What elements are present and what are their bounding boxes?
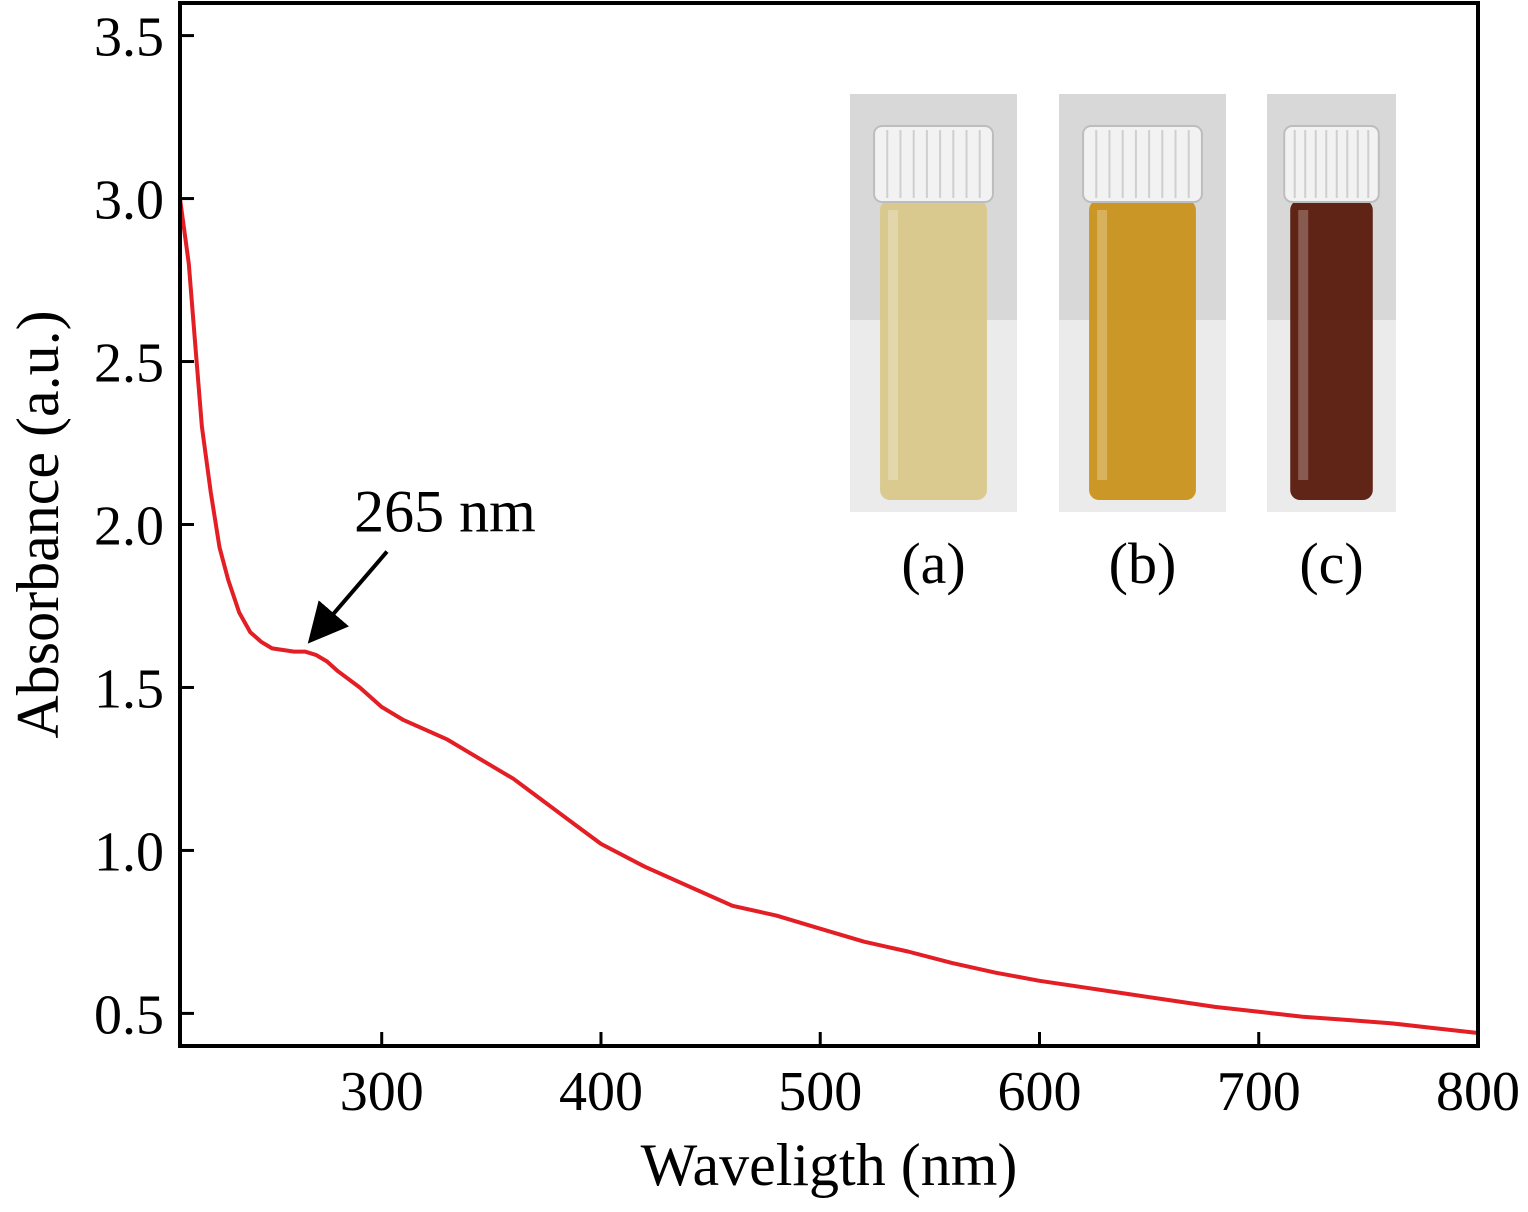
- inset-label: (b): [1109, 531, 1177, 596]
- x-tick-label: 700: [1217, 1061, 1301, 1123]
- y-tick-label: 3.5: [94, 7, 164, 69]
- x-tick-label: 400: [559, 1061, 643, 1123]
- absorbance-line: [178, 198, 1479, 1035]
- axis-ticks: 300 400 500 600 700 800 0.5 1.0 1.5 2.0 2.5 3.0 3.5: [94, 7, 1520, 1123]
- y-tick-label: 3.0: [94, 170, 164, 232]
- x-tick-label: 600: [997, 1061, 1081, 1123]
- y-tick-label: 2.0: [94, 496, 164, 558]
- annotation-265nm: 265 nm: [354, 479, 536, 545]
- x-tick-label: 800: [1436, 1061, 1520, 1123]
- inset-label: (c): [1299, 531, 1363, 596]
- x-tick-label: 300: [340, 1061, 424, 1123]
- y-tick-label: 2.5: [94, 333, 164, 395]
- inset-label: (a): [901, 531, 965, 596]
- annotation-arrow: [307, 550, 389, 644]
- y-tick-label: 1.5: [94, 658, 164, 720]
- x-axis-title: Waveligth (nm): [641, 1132, 1018, 1198]
- y-axis-title: Absorbance (a.u.): [5, 310, 71, 738]
- y-tick-label: 1.0: [94, 821, 164, 883]
- annotations: 265 nm: [307, 479, 536, 644]
- plot-area: [178, 198, 1479, 1035]
- x-tick-label: 500: [778, 1061, 862, 1123]
- vial-amber-icon: [1059, 94, 1226, 512]
- vial-pale-yellow-icon: [850, 94, 1017, 512]
- vial-dark-brown-icon: [1267, 94, 1396, 512]
- inset-photo: (a) (b) (c): [850, 94, 1396, 596]
- y-tick-label: 0.5: [94, 984, 164, 1046]
